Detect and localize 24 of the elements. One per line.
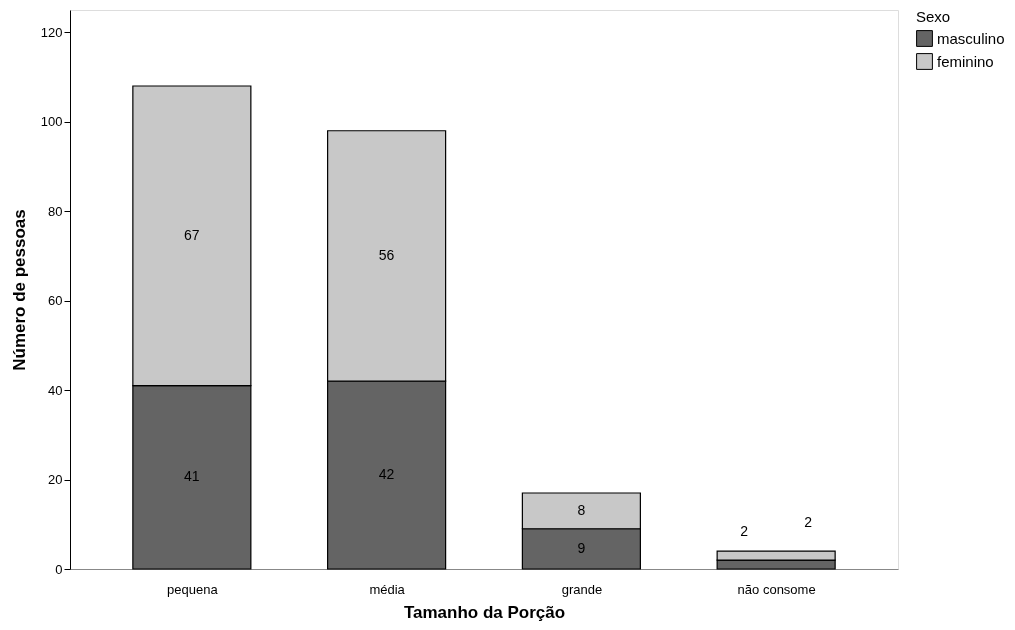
legend-label: feminino (937, 52, 994, 70)
data-label: 42 (378, 466, 395, 483)
legend-label: masculino (937, 29, 1005, 47)
data-label: 9 (577, 539, 586, 556)
x-tick-label: não consome (737, 581, 816, 597)
y-tick-label: 80 (48, 203, 63, 219)
y-tick-label: 20 (48, 472, 63, 488)
data-label: 2 (804, 514, 813, 531)
data-label: 41 (184, 468, 200, 485)
x-tick-label: pequena (167, 581, 219, 597)
y-axis-title: Número de pessoas (9, 209, 29, 371)
data-label: 2 (740, 523, 749, 540)
legend-title: Sexo (916, 8, 951, 25)
y-tick-label: 100 (40, 114, 63, 130)
y-tick-label: 40 (48, 382, 63, 398)
y-tick-label: 120 (40, 24, 63, 40)
x-axis-title: Tamanho da Porção (403, 602, 566, 622)
x-tick-label: média (369, 581, 406, 597)
data-label: 8 (577, 501, 586, 518)
data-label: 67 (184, 226, 200, 243)
y-tick-label: 60 (48, 293, 63, 309)
y-tick-label: 0 (55, 561, 63, 577)
data-label: 56 (378, 246, 395, 263)
x-tick-label: grande (561, 581, 603, 597)
